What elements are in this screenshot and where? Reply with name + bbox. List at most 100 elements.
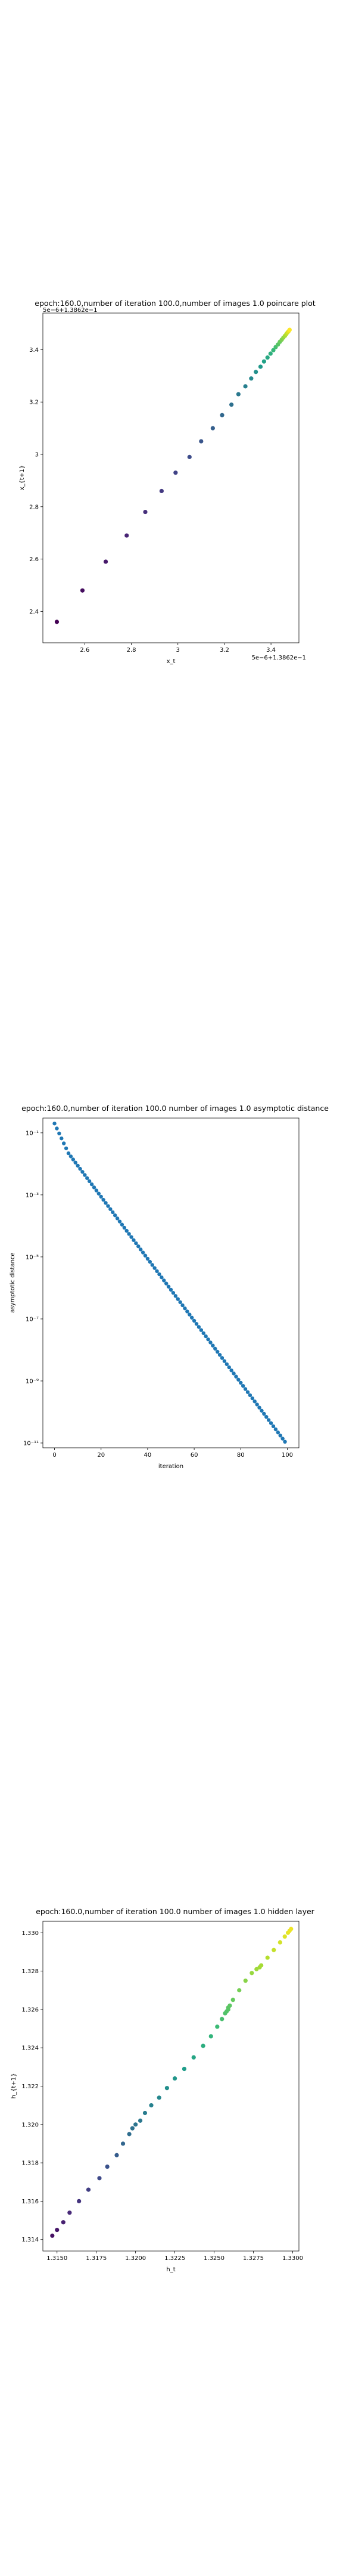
hidden-layer-point bbox=[50, 2233, 55, 2238]
y-tick-label: 1.326 bbox=[21, 2007, 39, 2013]
poincare-point bbox=[254, 370, 258, 374]
hidden-layer-point bbox=[138, 2118, 143, 2123]
asymptotic-point bbox=[55, 1126, 59, 1131]
asymptotic-point bbox=[68, 1154, 73, 1159]
hidden-layer-point bbox=[61, 2220, 66, 2225]
y-tick-label: 10⁻³ bbox=[26, 1192, 39, 1199]
y-tick-label: 10⁻⁷ bbox=[26, 1316, 39, 1323]
poincare-point bbox=[271, 348, 276, 352]
hidden-layer-point bbox=[259, 1963, 264, 1968]
asymptotic-point bbox=[173, 1294, 178, 1298]
asymptotic-point bbox=[257, 1405, 261, 1410]
asymptotic-point bbox=[194, 1321, 199, 1326]
x-tick-label: 100 bbox=[282, 1452, 293, 1459]
asymptotic-point bbox=[141, 1250, 145, 1255]
asymptotic-point bbox=[60, 1136, 64, 1141]
asymptotic-point bbox=[148, 1259, 152, 1264]
x-tick-label: 2.8 bbox=[127, 647, 136, 654]
poincare-point bbox=[243, 384, 248, 389]
poincare-point bbox=[236, 392, 241, 397]
hidden-layer-point bbox=[277, 1940, 282, 1945]
hidden-layer-point bbox=[220, 2017, 224, 2021]
asymptotic-point bbox=[134, 1241, 138, 1246]
hidden-layer-point bbox=[120, 2141, 126, 2146]
asymptotic-point bbox=[248, 1393, 252, 1397]
poincare-title: epoch:160.0,number of iteration 100.0,nu… bbox=[35, 299, 316, 308]
poincare-point bbox=[258, 364, 263, 369]
hidden-layer-point bbox=[272, 1948, 276, 1952]
poincare-point bbox=[124, 533, 129, 538]
poincare-point bbox=[173, 470, 178, 475]
asymptotic-point bbox=[152, 1266, 157, 1270]
asymptotic-point bbox=[211, 1343, 215, 1348]
x-tick-label: 3.4 bbox=[266, 647, 276, 654]
y-tick-label: 1.320 bbox=[21, 2122, 39, 2128]
hidden-layer-axes-frame bbox=[42, 1921, 300, 2252]
y-tick-label: 3.2 bbox=[29, 400, 39, 406]
poincare-x-offset-label: 5e−6+1.3862e−1 bbox=[251, 655, 306, 661]
asymptotic-point bbox=[234, 1374, 238, 1379]
asymptotic-point bbox=[132, 1238, 136, 1242]
hidden-layer-point bbox=[265, 1955, 270, 1960]
hidden-layer-point bbox=[208, 2034, 213, 2039]
poincare-point bbox=[268, 351, 273, 356]
asymptotic-point bbox=[264, 1414, 269, 1419]
asymptotic-point bbox=[106, 1204, 110, 1208]
hidden-layer-point bbox=[142, 2110, 148, 2116]
hidden-layer-point bbox=[172, 2076, 177, 2081]
hidden-layer-point bbox=[86, 2187, 91, 2192]
hidden-layer-x-label: h_t bbox=[166, 2267, 175, 2273]
asymptotic-point bbox=[213, 1346, 217, 1351]
y-tick-label: 1.328 bbox=[21, 1968, 39, 1975]
asymptotic-point bbox=[87, 1179, 92, 1184]
poincare-point bbox=[287, 327, 292, 332]
asymptotic-point bbox=[162, 1278, 166, 1283]
hidden-layer-point bbox=[254, 1967, 259, 1971]
hidden-layer-point bbox=[282, 1934, 287, 1939]
x-tick-label: 2.6 bbox=[80, 647, 89, 654]
asymptotic-point bbox=[266, 1418, 271, 1422]
asymptotic-point bbox=[145, 1256, 150, 1261]
poincare-point bbox=[249, 376, 254, 381]
asymptotic-point bbox=[283, 1439, 287, 1444]
asymptotic-point bbox=[85, 1176, 89, 1180]
poincare-point bbox=[54, 620, 60, 624]
asymptotic-point bbox=[206, 1337, 210, 1342]
hidden-layer-point bbox=[289, 1927, 294, 1931]
asymptotic-point bbox=[80, 1170, 85, 1174]
asymptotic-point bbox=[64, 1146, 68, 1150]
asymptotic-point bbox=[178, 1300, 182, 1304]
poincare-point bbox=[220, 413, 224, 417]
asymptotic-point bbox=[164, 1281, 169, 1286]
asymptotic-point bbox=[278, 1433, 282, 1438]
asymptotic-point bbox=[76, 1163, 80, 1168]
poincare-point bbox=[80, 588, 85, 593]
y-tick-label: 1.324 bbox=[21, 2045, 39, 2052]
asymptotic-point bbox=[92, 1185, 96, 1190]
asymptotic-point bbox=[262, 1411, 266, 1416]
hidden-layer-y-ticks: 1.314 1.316 1.318 1.320 1.322 1.324 1.326 1.328… bbox=[21, 1930, 43, 2243]
hidden-layer-point bbox=[191, 2055, 196, 2060]
y-tick-label: 10⁻⁹ bbox=[26, 1378, 39, 1385]
asymptotic-point bbox=[245, 1390, 250, 1394]
asymptotic-point bbox=[255, 1402, 259, 1407]
asymptotic-point bbox=[236, 1377, 241, 1382]
x-tick-label: 1.3300 bbox=[282, 2255, 303, 2262]
y-tick-label: 10⁻¹¹ bbox=[23, 1440, 39, 1447]
asymptotic-point bbox=[241, 1383, 245, 1388]
asymptotic-point bbox=[260, 1408, 264, 1413]
y-tick-label: 10⁻¹ bbox=[26, 1130, 39, 1137]
asymptotic-point bbox=[160, 1275, 164, 1280]
asymptotic-point bbox=[96, 1191, 101, 1196]
asymptotic-point bbox=[136, 1244, 141, 1249]
asymptotic-distance-plot: epoch:160.0,number of iteration 100.0 nu… bbox=[10, 1104, 329, 1470]
asymptotic-point bbox=[117, 1219, 122, 1224]
x-tick-label: 1.3150 bbox=[46, 2255, 67, 2262]
hidden-layer-point bbox=[133, 2122, 138, 2127]
poincare-y-offset-label: 5e−6+1.3862e−1 bbox=[43, 307, 98, 314]
asymptotic-point bbox=[129, 1235, 133, 1239]
asymptotic-point bbox=[208, 1340, 213, 1345]
y-tick-label: 3 bbox=[35, 452, 39, 459]
asymptotic-point bbox=[197, 1325, 201, 1329]
